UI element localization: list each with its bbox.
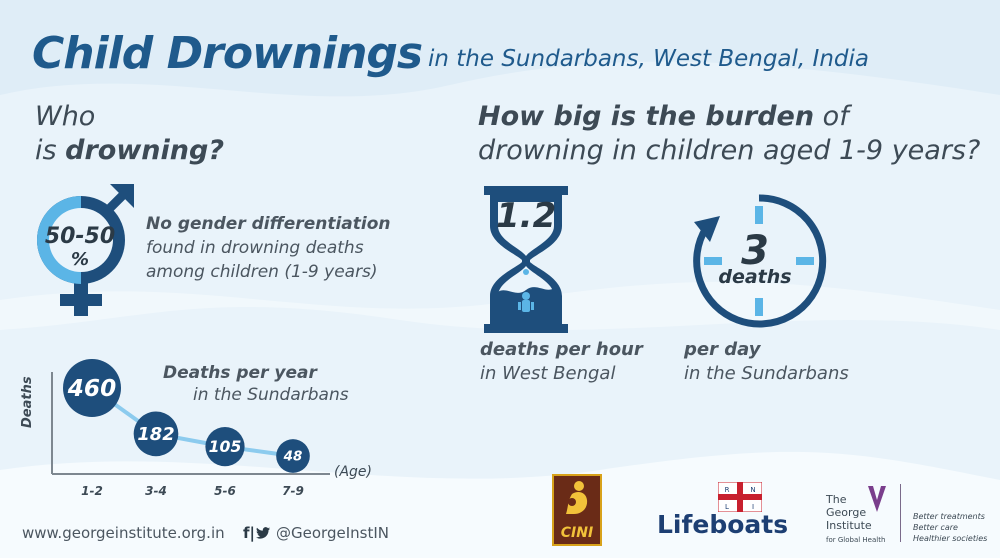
bubble-label-1-2: 460 xyxy=(67,375,116,402)
trend-line xyxy=(90,386,294,458)
cini-logo xyxy=(552,474,602,546)
per-day-value: 3 xyxy=(741,228,769,274)
footer-website-link[interactable]: www.georgeinstitute.org.in xyxy=(22,524,225,542)
gender-percent: 50-50 % xyxy=(32,226,128,271)
george-line2: George xyxy=(826,506,867,519)
who-line2-bold: drowning? xyxy=(65,135,224,166)
gender-text-line3: among children (1-9 years) xyxy=(146,262,378,282)
deaths-per-year-label: Deaths per year in the Sundarbans xyxy=(163,362,349,406)
twitter-handle: @GeorgeInstIN xyxy=(276,524,389,542)
george-line1: The xyxy=(826,493,847,506)
rnli-l: L xyxy=(725,503,729,511)
rnli-n: N xyxy=(750,486,755,494)
bubble-label-7-9: 48 xyxy=(283,450,303,465)
per-day-caption: per day in the Sundarbans xyxy=(684,338,849,386)
facebook-twitter-icon: f| xyxy=(243,524,256,542)
george-institute-name: The George Institute for Global Health xyxy=(826,493,885,547)
cini-label: CINI xyxy=(560,525,594,541)
george-institute-logo-icon xyxy=(868,486,886,512)
rnli-r: R xyxy=(725,486,730,494)
dpy-label-line2: in the Sundarbans xyxy=(193,385,349,405)
per-hour-caption-line2: in West Bengal xyxy=(480,363,616,384)
george-line4: for Global Health xyxy=(826,536,886,544)
clock-icon xyxy=(693,194,827,328)
george-taglines: Better treatments Better care Healthier … xyxy=(913,511,987,544)
burden-heading: How big is the burden of drowning in chi… xyxy=(478,100,980,168)
who-heading: Who is drowning? xyxy=(35,100,224,168)
gender-percent-value: 50-50 xyxy=(44,224,116,249)
tagline-3: Healthier societies xyxy=(913,534,988,543)
bubble-5-6 xyxy=(205,426,245,467)
who-line2-prefix: is xyxy=(35,135,66,166)
lifeboats-logo: Lifeboats xyxy=(657,510,789,539)
gender-symbol-icon xyxy=(37,184,134,316)
rnli-i: I xyxy=(752,503,754,511)
page-subtitle: in the Sundarbans, West Bengal, India xyxy=(428,46,869,72)
x-axis-unit: (Age) xyxy=(334,464,373,480)
who-line1: Who xyxy=(35,101,96,132)
bubble-1-2 xyxy=(63,359,121,417)
gender-text-bold: No gender differentiation xyxy=(146,214,391,234)
gender-description: No gender differentiation found in drown… xyxy=(146,212,390,284)
rnli-flag-icon: R N L I xyxy=(718,482,762,512)
per-hour-value: 1.2 xyxy=(496,196,557,236)
burden-line1-bold: How big is the burden xyxy=(478,101,815,132)
burden-line2: drowning in children aged 1-9 years? xyxy=(478,135,981,166)
tagline-1: Better treatments xyxy=(913,512,985,521)
x-tick-5-6: 5-6 xyxy=(214,484,236,498)
per-hour-caption: deaths per hour in West Bengal xyxy=(480,338,643,386)
mother-child-icon xyxy=(566,481,588,514)
dpy-label-bold: Deaths per year xyxy=(163,363,317,383)
page-title: Child Drownings xyxy=(32,28,423,79)
gender-percent-sign: % xyxy=(70,249,90,270)
twitter-icon xyxy=(256,527,271,539)
tagline-2: Better care xyxy=(913,523,958,532)
burden-line1-rest: of xyxy=(814,101,849,132)
per-day-caption-line2: in the Sundarbans xyxy=(684,363,849,384)
per-day-unit: deaths xyxy=(718,266,792,288)
bubble-label-3-4: 182 xyxy=(137,424,174,445)
per-day-caption-bold: per day xyxy=(684,339,761,360)
bubble-label-5-6: 105 xyxy=(209,437,242,456)
x-tick-3-4: 3-4 xyxy=(145,484,167,498)
hourglass-icon xyxy=(484,186,568,333)
bubble-3-4 xyxy=(133,411,179,457)
gender-text-line2: found in drowning deaths xyxy=(146,238,364,258)
george-line3: Institute xyxy=(826,519,872,532)
x-tick-7-9: 7-9 xyxy=(282,484,304,498)
x-tick-1-2: 1-2 xyxy=(81,484,103,498)
logo-divider xyxy=(900,484,901,542)
footer-social[interactable]: f| @GeorgeInstIN xyxy=(243,524,389,542)
bubble-7-9 xyxy=(276,439,310,473)
per-hour-caption-bold: deaths per hour xyxy=(480,339,643,360)
